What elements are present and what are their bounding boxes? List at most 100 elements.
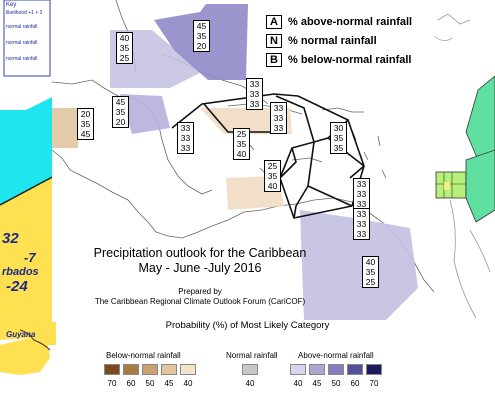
prepared-by-block: Prepared by The Caribbean Regional Clima…: [60, 287, 340, 307]
legend-row-normal: N % normal rainfall: [266, 33, 377, 49]
above-value: 33: [249, 79, 260, 89]
scale-normal-swatch: [242, 364, 258, 375]
normal-value: 35: [267, 171, 278, 181]
scale-below-swatch: [123, 364, 139, 375]
above-value: 40: [365, 257, 376, 267]
scale-below-tick: 50: [145, 379, 155, 388]
map-title: Precipitation outlook for the Caribbean …: [60, 246, 340, 276]
scale-below-swatch: [104, 364, 120, 375]
scale-below-swatch: [161, 364, 177, 375]
legend-row-above: A % above-normal rainfall: [266, 14, 412, 30]
above-value: 20: [80, 109, 91, 119]
scale-above-tick: 40: [293, 379, 303, 388]
normal-value: 33: [356, 219, 367, 229]
legend-label-above: % above-normal rainfall: [288, 16, 413, 28]
forecast-box-guianas: 40 35 25: [362, 256, 379, 288]
right-map-graphic: [430, 0, 495, 320]
map-legend: A % above-normal rainfall N % normal rai…: [262, 12, 434, 68]
scale-above-tick: 45: [312, 379, 322, 388]
forecast-box-windward: 30 35 35: [330, 122, 347, 154]
scale-above-tick: 70: [369, 379, 379, 388]
legend-key-normal: N: [266, 34, 282, 48]
scale-above-swatch: [328, 364, 344, 375]
left-value: 32: [2, 230, 19, 247]
left-value: -7: [24, 250, 36, 265]
left-key-line: normal rainfall: [6, 56, 38, 62]
normal-value: 33: [180, 133, 191, 143]
scale-normal-tick: 40: [245, 379, 255, 388]
forecast-box-caribbean-south: 25 35 40: [264, 160, 281, 192]
left-key-line: normal rainfall: [6, 40, 38, 46]
scale-below: Below-normal rainfall 70 60 50 45 40: [96, 351, 206, 391]
title-line-1: Precipitation outlook for the Caribbean: [93, 246, 307, 260]
above-value: 33: [273, 103, 284, 113]
left-map-graphic: [0, 0, 56, 400]
scale-above-tick: 60: [350, 379, 360, 388]
normal-value: 33: [249, 89, 260, 99]
normal-value: 35: [333, 133, 344, 143]
scale-title: Probability (%) of Most Likely Category: [165, 320, 330, 331]
left-key-line: likelihood +1 + 2: [6, 10, 43, 16]
forecast-box-grenada: 33 33 33: [353, 178, 370, 210]
below-value: 33: [249, 99, 260, 109]
title-line-2: May - June -July 2016: [138, 261, 262, 275]
scale-normal: Normal rainfall 40: [226, 351, 298, 391]
scale-below-swatch: [180, 364, 196, 375]
forecast-box-cuba-west: 45 35 20: [112, 96, 129, 128]
legend-label-normal: % normal rainfall: [288, 35, 377, 47]
above-value: 45: [115, 97, 126, 107]
left-neighbor-map: Key likelihood +1 + 2 normal rainfall no…: [0, 0, 56, 400]
normal-value: 35: [236, 139, 247, 149]
normal-value: 33: [273, 113, 284, 123]
scale-below-tick: 45: [164, 379, 174, 388]
scale-below-swatch: [142, 364, 158, 375]
above-value: 30: [333, 123, 344, 133]
scale-below-tick: 40: [183, 379, 193, 388]
normal-value: 35: [196, 31, 207, 41]
normal-value: 33: [356, 189, 367, 199]
scale-below-label: Below-normal rainfall: [106, 351, 181, 360]
forecast-box-belize: 20 35 45: [77, 108, 94, 140]
below-value: 40: [236, 149, 247, 159]
right-neighbor-map: [430, 0, 495, 320]
legend-row-below: B % below-normal rainfall: [266, 52, 411, 68]
scale-below-tick: 70: [107, 379, 117, 388]
normal-value: 35: [365, 267, 376, 277]
legend-key-below: B: [266, 53, 282, 67]
below-value: 45: [80, 129, 91, 139]
above-value: 25: [267, 161, 278, 171]
above-value: 33: [356, 209, 367, 219]
below-value: 33: [273, 123, 284, 133]
legend-label-below: % below-normal rainfall: [288, 54, 412, 66]
below-value: 40: [267, 181, 278, 191]
normal-value: 35: [80, 119, 91, 129]
above-value: 40: [119, 33, 130, 43]
scale-above-swatch: [366, 364, 382, 375]
prepared-by-label: Prepared by: [178, 287, 222, 296]
below-value: 33: [356, 199, 367, 209]
forecast-box-bahamas-north: 40 35 25: [116, 32, 133, 64]
organization-name: The Caribbean Regional Climate Outlook F…: [94, 297, 306, 306]
below-value: 20: [115, 117, 126, 127]
scale-below-tick: 60: [126, 379, 136, 388]
scale-above-tick: 50: [331, 379, 341, 388]
forecast-box-bahamas-east: 45 35 20: [193, 20, 210, 52]
below-value: 35: [333, 143, 344, 153]
left-key-line: normal rainfall: [6, 24, 38, 30]
above-value: 33: [180, 123, 191, 133]
scale-above-label: Above-normal rainfall: [298, 351, 374, 360]
below-value: 20: [196, 41, 207, 51]
left-place-label: Guyana: [6, 330, 36, 339]
above-value: 33: [356, 179, 367, 189]
normal-value: 35: [119, 43, 130, 53]
forecast-box-trinidad: 33 33 33: [353, 208, 370, 240]
legend-key-above: A: [266, 15, 282, 29]
forecast-box-hispaniola: 33 33 33: [246, 78, 263, 110]
left-value: rbados: [2, 266, 39, 278]
normal-value: 35: [115, 107, 126, 117]
above-value: 25: [236, 129, 247, 139]
left-key-title: Key: [6, 2, 17, 8]
forecast-box-jamaica: 25 35 40: [233, 128, 250, 160]
scale-above-swatch: [347, 364, 363, 375]
forecast-box-leeward: 33 33 33: [270, 102, 287, 134]
